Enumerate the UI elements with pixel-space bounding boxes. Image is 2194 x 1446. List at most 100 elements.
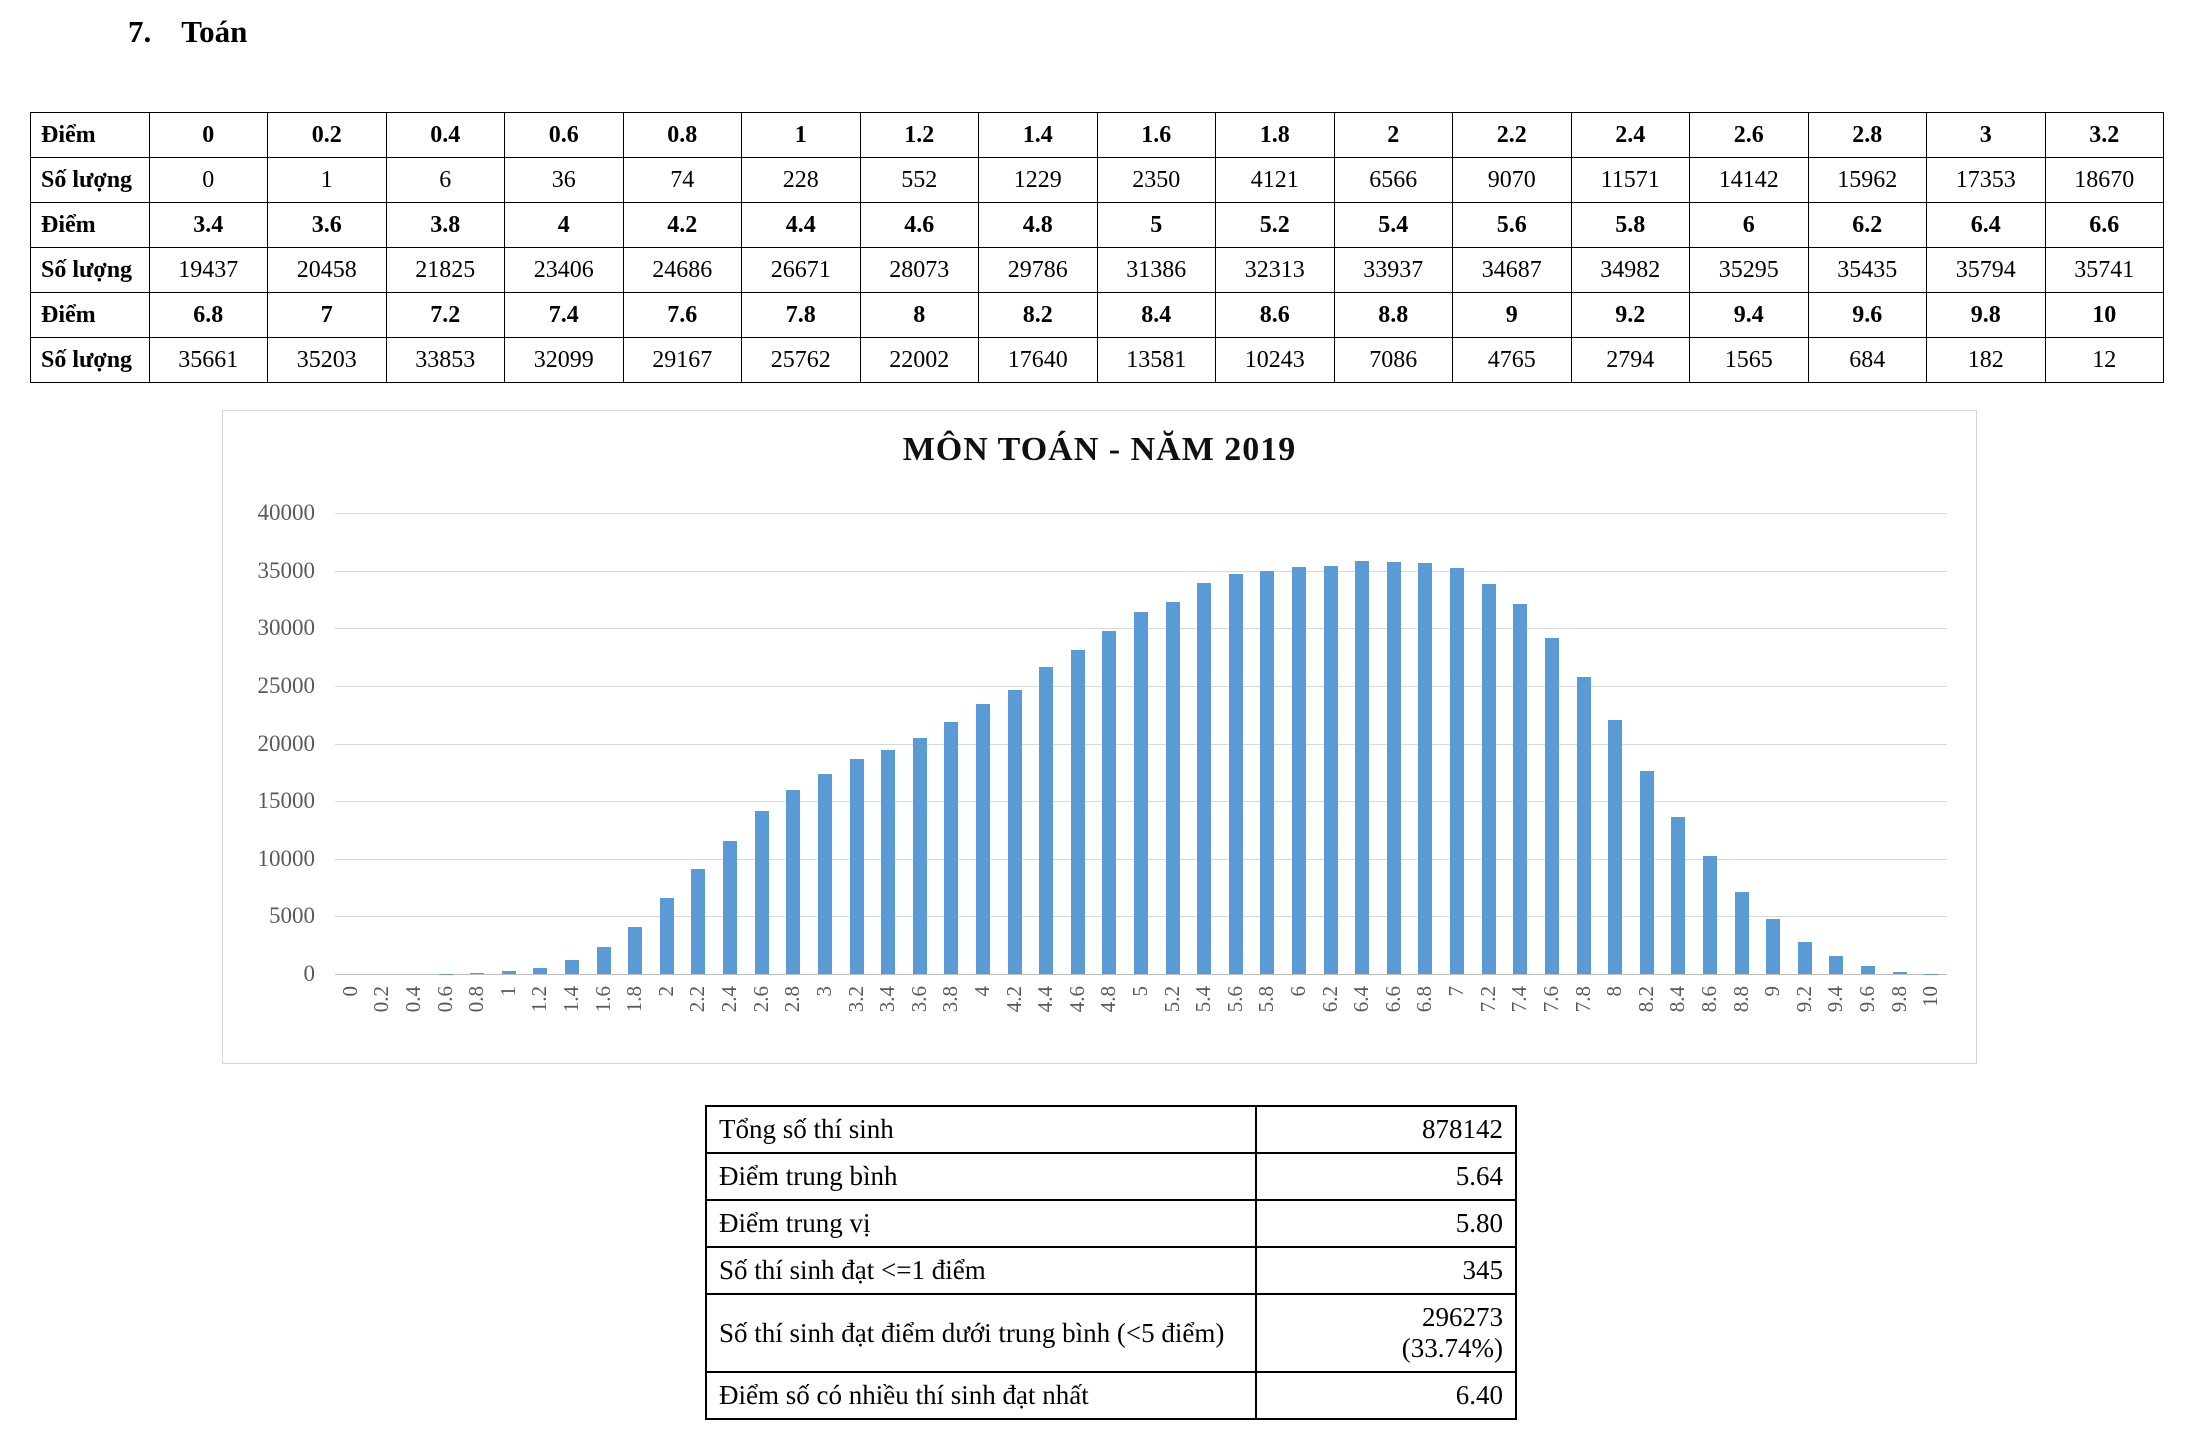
x-axis-tick-label: 7.8	[1570, 986, 1595, 1013]
summary-row: Tổng số thí sinh 878142	[705, 1105, 1517, 1154]
x-axis-tick-label: 6.8	[1412, 986, 1437, 1013]
table-cell: 3	[1926, 112, 2046, 158]
summary-value: 878142	[1255, 1105, 1517, 1154]
table-cell: 36	[504, 157, 624, 203]
x-axis-tick-label: 5.8	[1254, 986, 1279, 1013]
chart-plot-area: 0 5000 10000 15000 20000 25000 30000 35000 40000…	[258, 500, 1947, 1012]
table-cell: 23406	[504, 247, 624, 293]
table-cell: 9.4	[1689, 292, 1809, 338]
table-cell: 4.4	[741, 202, 861, 248]
x-axis-tick-label: 8.4	[1665, 986, 1690, 1013]
summary-row: Số thí sinh đạt điểm dưới trung bình (<5…	[705, 1293, 1517, 1373]
summary-table-body: Tổng số thí sinh 878142 Điểm trung bình 5.6…	[705, 1105, 1517, 1420]
table-cell: 5.4	[1333, 202, 1453, 248]
table-cell: 13581	[1096, 337, 1216, 383]
table-cell: 28073	[859, 247, 979, 293]
bar	[912, 738, 927, 974]
table-cell: 5.2	[1215, 202, 1335, 248]
x-axis-tick-label: 4.8	[1096, 986, 1121, 1013]
bar	[1576, 677, 1591, 974]
table-cell: 35741	[2044, 247, 2164, 293]
row-header-cell: Điểm	[30, 112, 150, 158]
x-axis-tick-label: 4.6	[1064, 986, 1089, 1013]
summary-value: 296273 (33.74%)	[1255, 1293, 1517, 1373]
x-axis-tick-label: 10	[1918, 986, 1943, 1007]
table-cell: 31386	[1096, 247, 1216, 293]
table-cell: 7.6	[622, 292, 742, 338]
x-axis-tick-label: 8.6	[1696, 986, 1721, 1013]
table-cell: 19437	[148, 247, 268, 293]
table-cell: 1.8	[1215, 112, 1335, 158]
table-cell: 1.4	[978, 112, 1098, 158]
table-cell: 0	[148, 157, 268, 203]
x-axis-tick-label: 1.2	[527, 986, 552, 1013]
x-axis-tick-label: 6	[1286, 986, 1311, 997]
table-cell: 10243	[1215, 337, 1335, 383]
table-cell: 17640	[978, 337, 1098, 383]
bar	[1766, 919, 1781, 974]
y-axis-tick-label: 25000	[257, 672, 316, 698]
x-axis-tick-label: 9.6	[1854, 986, 1879, 1013]
section-subject: Toán	[181, 14, 248, 49]
table-cell: 3.2	[2044, 112, 2164, 158]
table-cell: 9.2	[1570, 292, 1690, 338]
table-cell: 2.8	[1807, 112, 1927, 158]
bar	[1481, 583, 1496, 974]
bar	[723, 840, 738, 974]
x-axis-tick-label: 1.8	[622, 986, 647, 1013]
table-cell: 4765	[1452, 337, 1572, 383]
table-cell: 8.4	[1096, 292, 1216, 338]
x-axis-tick-label: 7.2	[1475, 986, 1500, 1013]
table-cell: 552	[859, 157, 979, 203]
x-axis-tick-label: 3.2	[843, 986, 868, 1013]
x-axis-tick-label: 2.4	[717, 986, 742, 1013]
table-cell: 34982	[1570, 247, 1690, 293]
x-axis-tick-label: 5	[1128, 986, 1152, 997]
summary-row: Điểm số có nhiều thí sinh đạt nhất 6.40	[705, 1371, 1517, 1420]
x-axis-tick-label: 4.2	[1001, 986, 1026, 1013]
bar	[1702, 855, 1717, 974]
x-axis-tick-label: 2.6	[748, 986, 773, 1013]
bar	[944, 722, 959, 974]
bar	[1860, 966, 1875, 974]
bar	[1070, 650, 1085, 974]
table-cell: 5.6	[1452, 202, 1572, 248]
x-axis-tick-label: 5.6	[1222, 986, 1247, 1013]
table-cell: 11571	[1570, 157, 1690, 203]
section-number: 7.	[128, 14, 152, 49]
bar	[1544, 637, 1559, 974]
bar	[1608, 720, 1623, 974]
table-cell: 7.2	[385, 292, 505, 338]
table-cell: 0.2	[267, 112, 387, 158]
x-axis-tick-label: 3.4	[875, 986, 900, 1013]
x-axis-tick-label: 5.4	[1191, 986, 1216, 1013]
table-cell: 15962	[1807, 157, 1927, 203]
summary-table: Tổng số thí sinh 878142 Điểm trung bình 5.6…	[705, 1105, 1517, 1420]
table-cell: 7.8	[741, 292, 861, 338]
gridline	[335, 570, 1947, 572]
x-axis-tick-label: 0.6	[432, 986, 457, 1013]
summary-value: 6.40	[1255, 1371, 1517, 1420]
table-cell: 6	[385, 157, 505, 203]
table-cell: 1229	[978, 157, 1098, 203]
table-cell: 26671	[741, 247, 861, 293]
table-cell: 33937	[1333, 247, 1453, 293]
table-cell: 0.8	[622, 112, 742, 158]
table-cell: 7.4	[504, 292, 624, 338]
summary-value: 5.64	[1255, 1152, 1517, 1201]
table-cell: 0.6	[504, 112, 624, 158]
table-cell: 2	[1333, 112, 1453, 158]
table-cell: 2794	[1570, 337, 1690, 383]
summary-row: Số thí sinh đạt <=1 điểm 345	[705, 1246, 1517, 1295]
bar	[628, 926, 643, 974]
score-distribution-chart: MÔN TOÁN - NĂM 2019 0 5000 10000 15000 20000…	[222, 410, 1977, 1064]
table-row: Điểm 3.4 3.6 3.8 4 4.2 4.4 4.6 4.8 5 5.2 5.4 5.6 5.8 6…	[30, 202, 2164, 248]
bar	[1734, 892, 1749, 974]
table-cell: 6	[1689, 202, 1809, 248]
table-cell: 2.4	[1570, 112, 1690, 158]
table-cell: 1.6	[1096, 112, 1216, 158]
table-cell: 4.8	[978, 202, 1098, 248]
summary-row: Điểm trung bình 5.64	[705, 1152, 1517, 1201]
table-cell: 0	[148, 112, 268, 158]
bar	[1797, 941, 1812, 974]
